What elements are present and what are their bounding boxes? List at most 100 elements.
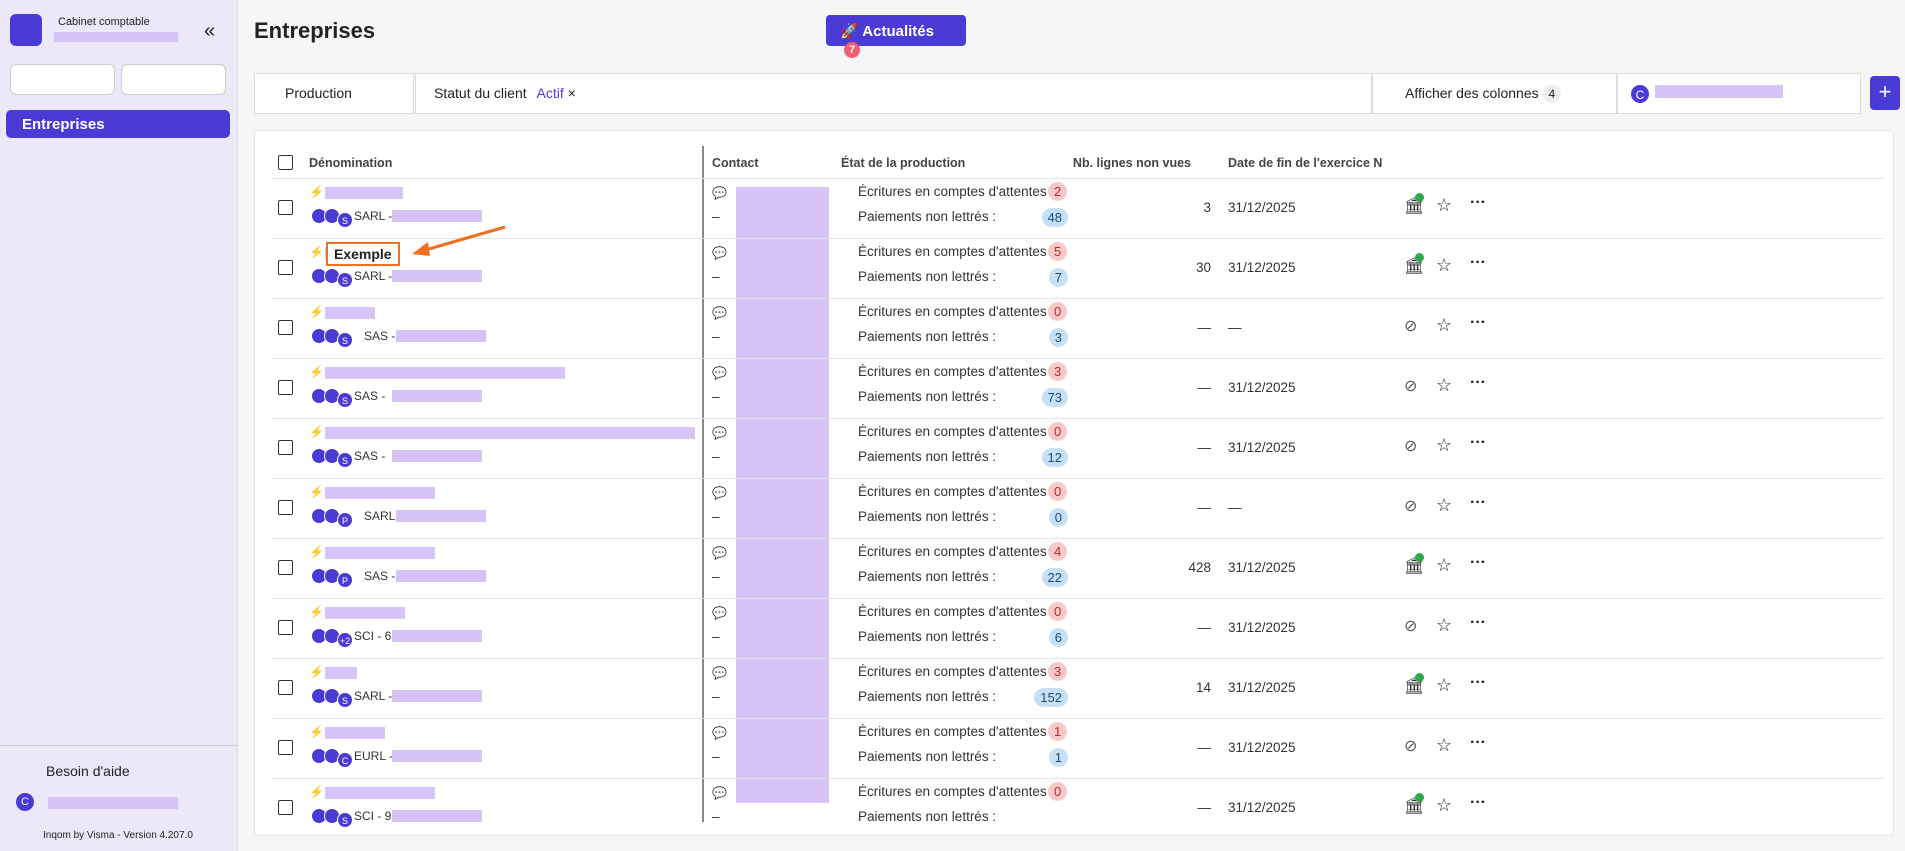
checkbox[interactable] bbox=[278, 500, 293, 515]
redacted-id bbox=[392, 690, 482, 702]
redacted-id bbox=[396, 510, 486, 522]
column-header[interactable]: Date de fin de l'exercice N bbox=[1228, 156, 1383, 170]
contact-icon: 💬 bbox=[712, 786, 727, 800]
unseen: — bbox=[1197, 440, 1212, 455]
more[interactable]: ··· bbox=[1470, 734, 1486, 751]
view-select[interactable]: Production bbox=[254, 73, 414, 114]
badge: 0 bbox=[1048, 602, 1068, 621]
bank-icon[interactable]: 🏛 bbox=[1404, 258, 1425, 275]
checkbox[interactable] bbox=[278, 800, 293, 815]
row-divider bbox=[271, 658, 1884, 659]
column-header[interactable]: État de la production bbox=[841, 156, 966, 170]
bank-icon[interactable]: ⊘ bbox=[1404, 378, 1418, 395]
checkbox[interactable] bbox=[278, 380, 293, 395]
more[interactable]: ··· bbox=[1470, 314, 1486, 331]
nav-item[interactable]: Entreprises bbox=[6, 110, 230, 138]
checkbox[interactable] bbox=[278, 440, 293, 455]
checkbox[interactable] bbox=[278, 620, 293, 635]
end-date: 31/12/2025 bbox=[1228, 380, 1296, 395]
bank-icon[interactable]: ⊘ bbox=[1404, 318, 1418, 335]
bank-icon[interactable]: 🏛 bbox=[1404, 198, 1425, 215]
unseen: — bbox=[1197, 800, 1212, 815]
more[interactable]: ··· bbox=[1470, 254, 1486, 271]
more[interactable]: ··· bbox=[1470, 494, 1486, 511]
bank-icon[interactable]: ⊘ bbox=[1404, 738, 1418, 755]
bank-icon[interactable]: ⊘ bbox=[1404, 498, 1418, 515]
avatar: +2 bbox=[337, 632, 353, 648]
label: Écritures en comptes d'attentes : bbox=[858, 724, 1055, 739]
user-avatar[interactable]: C bbox=[16, 793, 34, 811]
bank-icon[interactable]: ⊘ bbox=[1404, 438, 1418, 455]
unseen: — bbox=[1197, 380, 1212, 395]
column-header[interactable]: Contact bbox=[712, 156, 759, 170]
more[interactable]: ··· bbox=[1470, 434, 1486, 451]
checkbox[interactable] bbox=[278, 740, 293, 755]
news-button[interactable]: 🚀 Actualités 7 bbox=[826, 15, 966, 58]
redacted-id bbox=[396, 570, 486, 582]
store-button[interactable] bbox=[121, 64, 226, 95]
redacted-id bbox=[392, 810, 482, 822]
bank-ok bbox=[1415, 793, 1424, 802]
collapse[interactable]: « bbox=[204, 20, 216, 42]
end-date: 31/12/2025 bbox=[1228, 740, 1296, 755]
contact-dash: – bbox=[712, 629, 720, 644]
row-divider bbox=[271, 478, 1884, 479]
row-divider bbox=[271, 298, 1884, 299]
favorite[interactable]: ☆ bbox=[1436, 495, 1453, 515]
filter-bar[interactable]: Statut du client Actif × bbox=[415, 73, 1372, 114]
contact-icon: 💬 bbox=[712, 246, 727, 260]
more[interactable]: ··· bbox=[1470, 794, 1486, 811]
badge: 0 bbox=[1048, 302, 1068, 321]
sidebar: Cabinet comptable « Entreprises Besoin d… bbox=[0, 0, 238, 851]
bank-icon[interactable]: ⊘ bbox=[1404, 618, 1418, 635]
more[interactable]: ··· bbox=[1470, 194, 1486, 211]
checkbox[interactable] bbox=[278, 680, 293, 695]
favorite[interactable]: ☆ bbox=[1436, 435, 1453, 455]
bank-icon[interactable]: 🏛 bbox=[1404, 798, 1425, 815]
contact-icon: 💬 bbox=[712, 426, 727, 440]
avatars: S bbox=[311, 688, 353, 709]
logo[interactable] bbox=[10, 14, 42, 46]
help-link[interactable]: Besoin d'aide bbox=[46, 763, 130, 779]
badge: 12 bbox=[1041, 448, 1068, 467]
redacted-name bbox=[325, 187, 403, 199]
annotation: Exemple bbox=[326, 242, 400, 266]
favorite[interactable]: ☆ bbox=[1436, 555, 1453, 575]
favorite[interactable]: ☆ bbox=[1436, 375, 1453, 395]
bank-ok bbox=[1415, 553, 1424, 562]
label: Paiements non lettrés : bbox=[858, 449, 997, 464]
more[interactable]: ··· bbox=[1470, 674, 1486, 691]
more[interactable]: ··· bbox=[1470, 614, 1486, 631]
contact-dash: – bbox=[712, 809, 720, 824]
add-button[interactable]: + bbox=[1870, 76, 1900, 110]
bank-icon[interactable]: 🏛 bbox=[1404, 558, 1425, 575]
favorite[interactable]: ☆ bbox=[1436, 795, 1453, 815]
favorite[interactable]: ☆ bbox=[1436, 675, 1453, 695]
redacted-name bbox=[325, 787, 435, 799]
favorite[interactable]: ☆ bbox=[1436, 735, 1453, 755]
checkbox[interactable] bbox=[278, 155, 293, 170]
settings-button[interactable] bbox=[10, 64, 115, 95]
label: Paiements non lettrés : bbox=[858, 629, 997, 644]
favorite[interactable]: ☆ bbox=[1436, 255, 1453, 275]
bank-icon[interactable]: 🏛 bbox=[1404, 678, 1425, 695]
checkbox[interactable] bbox=[278, 560, 293, 575]
more[interactable]: ··· bbox=[1470, 554, 1486, 571]
row-divider bbox=[271, 778, 1884, 779]
bolt: ⚡ bbox=[309, 185, 324, 199]
row-divider bbox=[271, 538, 1884, 539]
end-date: 31/12/2025 bbox=[1228, 680, 1296, 695]
more[interactable]: ··· bbox=[1470, 374, 1486, 391]
columns-button[interactable]: Afficher des colonnes 4 bbox=[1372, 73, 1617, 114]
favorite[interactable]: ☆ bbox=[1436, 315, 1453, 335]
favorite[interactable]: ☆ bbox=[1436, 615, 1453, 635]
label: Écritures en comptes d'attentes : bbox=[858, 544, 1055, 559]
label: Écritures en comptes d'attentes : bbox=[858, 484, 1055, 499]
column-header[interactable]: Nb. lignes non vues bbox=[1072, 156, 1191, 170]
checkbox[interactable] bbox=[278, 260, 293, 275]
column-header[interactable]: Dénomination bbox=[309, 156, 393, 170]
checkbox[interactable] bbox=[278, 320, 293, 335]
checkbox[interactable] bbox=[278, 200, 293, 215]
contact-dash: – bbox=[712, 209, 720, 224]
favorite[interactable]: ☆ bbox=[1436, 195, 1453, 215]
